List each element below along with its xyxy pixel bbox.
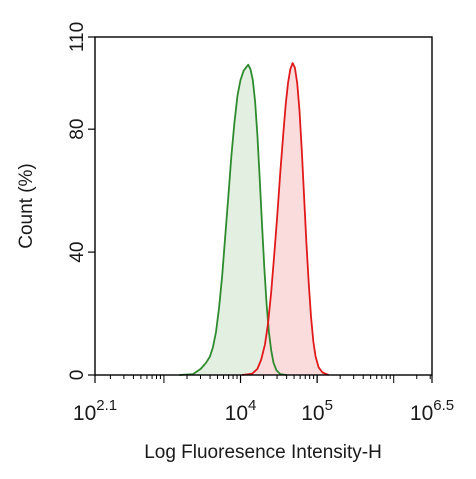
x-axis-label: Log Fluoresence Intensity-H [144,442,382,463]
x-tick-label: 106.5 [410,397,454,425]
series-lines [179,62,329,376]
y-tick-label: 110 [67,22,88,52]
x-tick-label: 104 [225,397,257,425]
y-tick-label: 80 [67,119,88,140]
y-tick-label: 40 [67,242,88,263]
series-line-2 [241,62,329,376]
series-areas [179,63,329,375]
x-axis: 102.1 104 105 106.5 [73,375,454,425]
series-line-1 [179,63,287,376]
series-area-2 [242,63,329,375]
x-tick-label: 105 [301,397,333,425]
series-area-1 [179,64,287,375]
y-axis: 0 40 80 110 [67,22,95,380]
x-tick-label: 102.1 [73,397,117,425]
y-tick-label: 0 [67,370,88,381]
y-axis-label: Count (%) [16,163,37,249]
